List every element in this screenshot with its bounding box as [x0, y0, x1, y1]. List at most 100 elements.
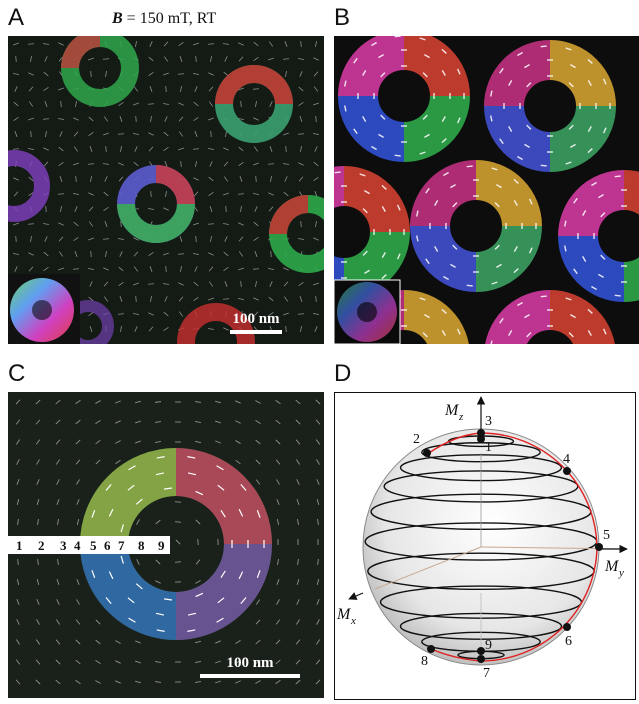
arrow-mark: [301, 41, 302, 47]
panel-a-letter: A: [8, 6, 24, 30]
arrow-mark: [193, 149, 199, 150]
axis-label-mz: M z: [444, 402, 464, 423]
arrow-mark: [46, 206, 47, 212]
arrow-mark: [286, 146, 287, 152]
point-label: 3: [60, 538, 67, 553]
panel-a-svg: 100 nm: [8, 36, 324, 344]
arrow-mark: [118, 134, 124, 135]
point-label: 5: [90, 538, 97, 553]
trajectory-point-label: 8: [421, 654, 428, 669]
axis-label-mx: M x: [336, 606, 356, 627]
arrow-mark: [13, 149, 19, 150]
trajectory-point-label: 9: [485, 638, 492, 653]
arrow-mark: [178, 74, 184, 75]
arrow-mark: [268, 164, 274, 165]
arrow-mark: [151, 191, 152, 197]
arrow-mark: [198, 539, 199, 545]
arrow-mark: [316, 296, 317, 302]
trajectory-point: [563, 467, 571, 475]
panel-c-letter: C: [8, 362, 25, 386]
trajectory-point-label: 5: [603, 528, 610, 543]
field-symbol: B: [112, 10, 123, 27]
scale-bar: [200, 674, 300, 678]
point-label: 4: [74, 538, 81, 553]
arrow-mark: [91, 71, 92, 77]
arrow-mark: [16, 56, 17, 62]
arrow-mark: [103, 239, 109, 240]
arrow-mark: [196, 236, 197, 242]
point-label: 1: [16, 538, 23, 553]
arrow-mark: [73, 269, 79, 270]
panel-b-letter: B: [334, 6, 350, 30]
arrow-mark: [211, 131, 212, 137]
label-strip: [8, 536, 170, 554]
arrow-mark: [58, 194, 64, 195]
trajectory-point-label: 4: [563, 452, 570, 467]
trajectory-point: [595, 543, 603, 551]
panel-d-letter: D: [334, 362, 351, 386]
mx-axis: [349, 593, 363, 599]
panel-a-title: B = 150 mT, RT: [112, 10, 216, 28]
arrow-mark: [118, 314, 124, 315]
arrow-mark: [241, 281, 242, 287]
arrow-mark: [43, 119, 49, 120]
arrow-mark: [301, 221, 302, 227]
scale-bar-label: 100 nm: [232, 311, 280, 327]
panel-a-image: 100 nm: [8, 36, 324, 344]
panel-d-svg: M z M y M x 1 2 3 4 5 6 7 8 9: [335, 393, 635, 699]
trajectory-point: [477, 429, 485, 437]
arrow-mark: [298, 314, 304, 315]
trajectory-point: [427, 645, 435, 653]
arrow-mark: [28, 44, 34, 45]
arrow-mark: [88, 164, 94, 165]
svg-text:x: x: [350, 615, 356, 627]
arrow-mark: [271, 251, 272, 257]
panel-d-frame: M z M y M x 1 2 3 4 5 6 7 8 9: [334, 392, 636, 700]
arrow-mark: [283, 59, 289, 60]
svg-text:z: z: [458, 411, 464, 423]
arrow-mark: [175, 522, 181, 523]
arrow-mark: [148, 104, 154, 105]
arrow-mark: [316, 116, 317, 122]
arrow-mark: [181, 161, 182, 167]
panel-b-image: [334, 36, 639, 344]
point-label: 6: [104, 538, 111, 553]
arrow-mark: [286, 326, 287, 332]
arrow-mark: [103, 59, 109, 60]
svg-text:y: y: [618, 567, 624, 579]
arrow-mark: [136, 116, 137, 122]
trajectory-point: [423, 449, 431, 457]
svg-text:M: M: [604, 558, 620, 575]
trajectory-point-label: 7: [483, 666, 490, 681]
trajectory-point: [477, 647, 485, 655]
arrow-mark: [16, 236, 17, 242]
arrow-mark: [208, 44, 214, 45]
point-label: 7: [118, 538, 125, 553]
field-value: = 150 mT, RT: [123, 10, 217, 27]
trajectory-point-label: 3: [485, 414, 492, 429]
arrow-mark: [148, 284, 154, 285]
arrow-mark: [196, 56, 197, 62]
trajectory-point: [477, 655, 485, 663]
trajectory-point-label: 2: [413, 432, 420, 447]
point-label: 2: [38, 538, 45, 553]
arrow-mark: [226, 206, 227, 212]
arrow-mark: [91, 251, 92, 257]
trajectory-point-label: 1: [485, 440, 492, 455]
arrow-mark: [166, 266, 167, 272]
arrow-mark: [76, 176, 77, 182]
arrow-mark: [253, 269, 259, 270]
arrow-mark: [31, 131, 32, 137]
axis-label-my: M y: [604, 558, 624, 579]
arrow-mark: [178, 254, 184, 255]
trajectory-point-label: 6: [565, 634, 572, 649]
arrow-mark: [28, 224, 34, 225]
point-label: 9: [158, 538, 165, 553]
arrow-mark: [256, 176, 257, 182]
arrow-mark: [253, 89, 259, 90]
arrow-mark: [223, 299, 229, 300]
scale-bar-label: 100 nm: [226, 655, 274, 671]
